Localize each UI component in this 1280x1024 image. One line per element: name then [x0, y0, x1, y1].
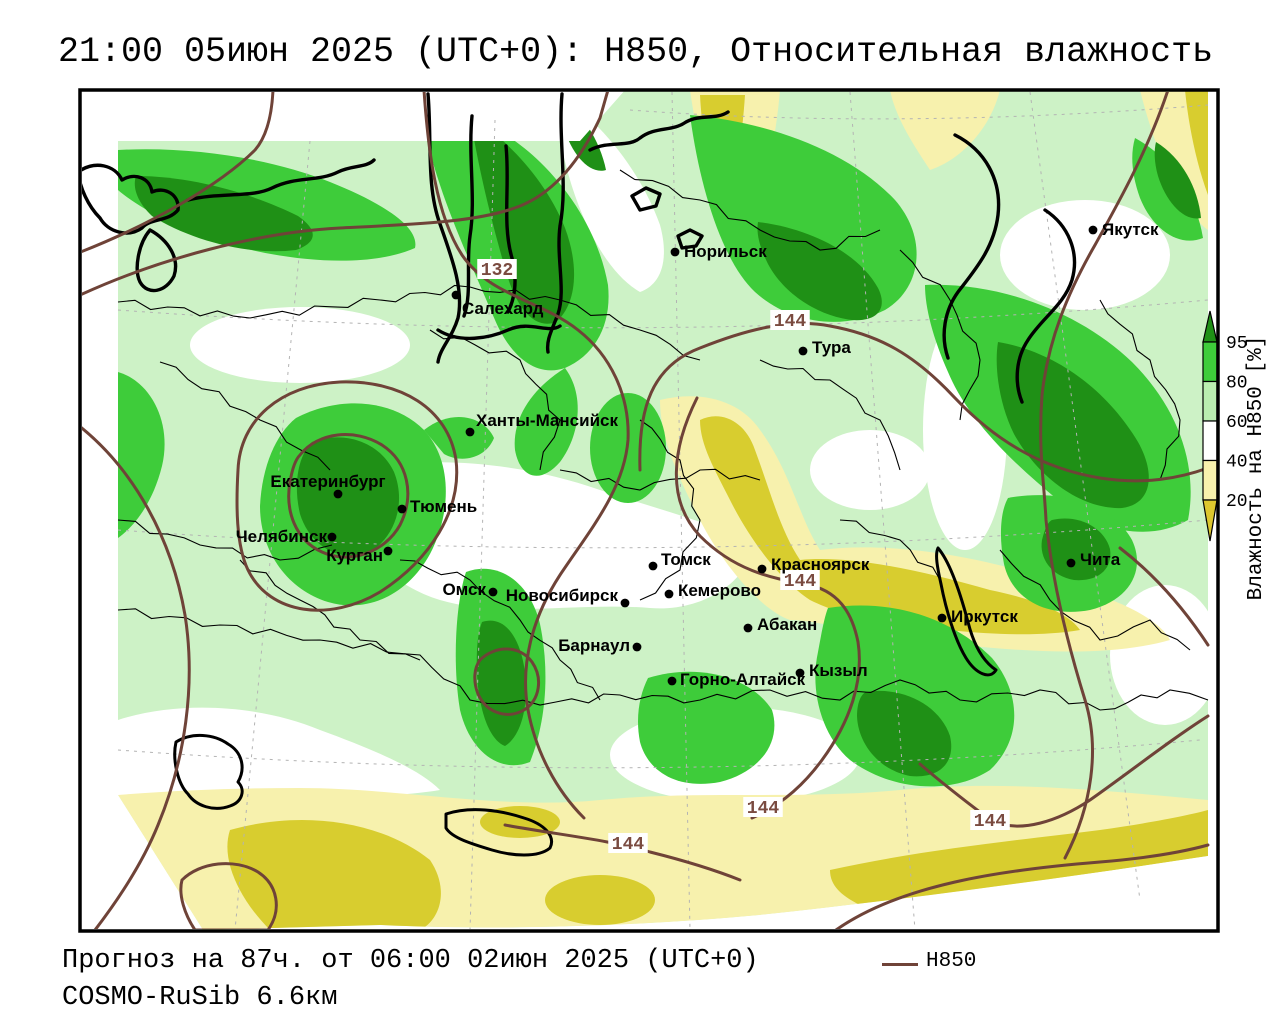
city-dot [665, 590, 674, 599]
humidity-field-shape-shape [1000, 200, 1170, 310]
city-dot [668, 677, 677, 686]
city-label: Чита [1080, 550, 1121, 569]
humidity-field-shape-shape [190, 307, 410, 383]
city-label: Томск [661, 550, 711, 569]
city-label: Новосибирск [506, 586, 619, 605]
contour-label: 144 [612, 835, 645, 855]
city-label: Кемерово [678, 581, 761, 600]
humidity-field-shape-shape [810, 430, 930, 510]
city-dot [796, 669, 805, 678]
city-label: Салехард [462, 299, 544, 318]
city-dot [1089, 226, 1098, 235]
city-label: Норильск [684, 242, 767, 261]
city-label: Иркутск [951, 607, 1018, 626]
city-dot [398, 505, 407, 514]
legend-label: H850 [926, 950, 976, 973]
city-label: Барнаул [558, 636, 630, 655]
colorbar-title: Влажность на H850 [%] [1245, 336, 1268, 601]
city-label: Омск [442, 580, 486, 599]
city-label: Курган [326, 546, 383, 565]
humidity-field-shape-shape [1110, 585, 1220, 725]
weather-map-screen: 21:00 05июн 2025 (UTC+0): H850, Относите… [0, 0, 1280, 1024]
forecast-info: Прогноз на 87ч. от 06:00 02июн 2025 (UTC… [62, 946, 759, 976]
contour-label: 144 [784, 572, 817, 592]
city-dot [452, 291, 461, 300]
city-dot [466, 428, 475, 437]
city-dot [384, 547, 393, 556]
colorbar-segment [1203, 382, 1217, 422]
city-dot [328, 533, 337, 542]
legend-line-swatch [882, 963, 918, 966]
colorbar-segment [1203, 342, 1217, 382]
colorbar-segment [1203, 421, 1217, 461]
city-dot [938, 614, 947, 623]
contour-label: 144 [747, 799, 780, 819]
city-label: Челябинск [236, 527, 328, 546]
city-label: Тюмень [410, 497, 477, 516]
city-label: Ханты-Мансийск [476, 411, 618, 430]
city-dot [1067, 559, 1076, 568]
city-dot [489, 588, 498, 597]
city-dot [744, 624, 753, 633]
model-info: COSMO-RuSib 6.6км [62, 983, 337, 1013]
colorbar [1203, 311, 1217, 541]
city-dot [633, 643, 642, 652]
city-label: Абакан [757, 615, 817, 634]
humidity-field-shape-shape [545, 875, 655, 925]
city-label: Якутск [1102, 220, 1159, 239]
city-label: Екатеринбург [270, 472, 385, 491]
city-dot [758, 565, 767, 574]
contour-label: 132 [481, 261, 513, 281]
city-label: Красноярск [771, 555, 870, 574]
contour-label: 144 [774, 312, 807, 332]
weather-map: 132 144 144 144 144 144 Норильск Якутск Салехар… [0, 0, 1280, 1024]
city-label: Тура [812, 338, 851, 357]
city-label: Горно-Алтайск [680, 670, 806, 689]
city-dot [621, 599, 630, 608]
colorbar-segment [1203, 461, 1217, 501]
contour-label: 144 [974, 812, 1007, 832]
city-dot [799, 347, 808, 356]
city-label: Кызыл [809, 661, 868, 680]
city-dot [671, 248, 680, 257]
city-dot [649, 562, 658, 571]
